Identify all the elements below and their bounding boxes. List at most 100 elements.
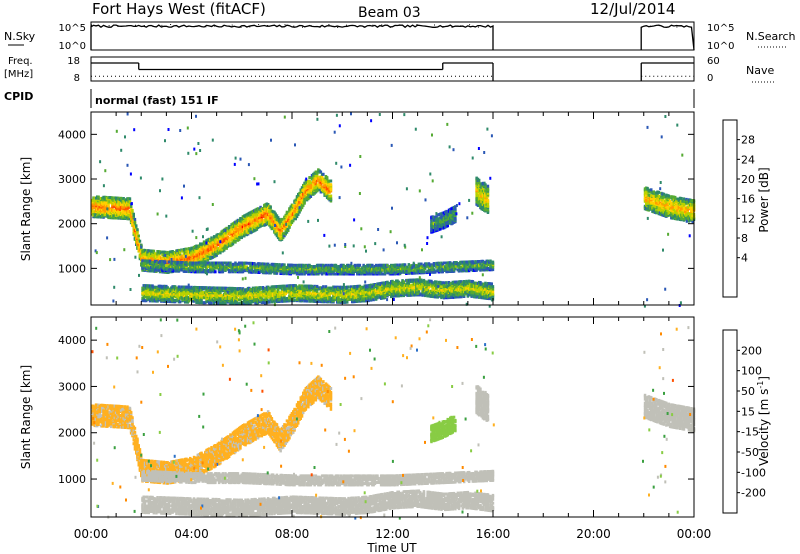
range-cell (265, 221, 269, 225)
range-cell (239, 265, 242, 269)
range-cell (363, 265, 367, 268)
nsearch-dot (337, 27, 339, 28)
range-cell (142, 256, 145, 260)
range-cell (383, 271, 387, 275)
range-cell (308, 179, 311, 183)
range-cell (486, 267, 490, 271)
range-cell (243, 234, 246, 238)
range-cell (133, 217, 137, 221)
range-cell (150, 296, 153, 300)
range-cell (227, 269, 231, 272)
range-cell (231, 286, 235, 290)
range-cell (265, 218, 269, 222)
range-cell (156, 261, 159, 265)
range-cell (332, 267, 335, 271)
range-cell (201, 257, 204, 261)
range-cell (259, 218, 262, 222)
range-cell (191, 294, 194, 298)
range-cell (294, 213, 297, 217)
range-cell (371, 272, 374, 276)
range-cell (216, 295, 220, 299)
range-cell (138, 248, 142, 252)
range-cell (167, 297, 171, 301)
nsearch-dot (363, 26, 365, 28)
range-cell (276, 264, 280, 268)
range-cell (147, 263, 150, 267)
range-cell (281, 224, 285, 228)
range-cell (222, 261, 226, 265)
range-cell (308, 176, 311, 180)
range-cell (288, 286, 291, 290)
range-cell (210, 293, 213, 297)
range-cell (151, 257, 154, 261)
range-cell (113, 196, 117, 200)
range-cell (281, 221, 285, 225)
range-cell (240, 236, 243, 240)
range-cell (310, 188, 314, 192)
range-cell (156, 255, 159, 258)
range-cell (243, 288, 246, 292)
range-cell (441, 267, 444, 271)
range-cell (241, 225, 245, 229)
range-cell (216, 261, 220, 265)
range-cell (211, 255, 215, 259)
range-cell (455, 264, 458, 268)
range-cell (185, 247, 188, 251)
range-cell (157, 268, 161, 272)
range-cell (469, 265, 472, 269)
nsearch-dot (346, 24, 347, 26)
range-cell (210, 255, 213, 259)
range-cell (283, 293, 286, 297)
range-cell (276, 285, 280, 288)
range-cell (199, 252, 202, 256)
range-cell (265, 297, 269, 300)
range-cell (142, 252, 145, 256)
range-cell (167, 268, 171, 271)
range-cell (322, 177, 325, 181)
range-cell (245, 261, 248, 265)
range-cell (128, 199, 132, 203)
range-cell (292, 215, 295, 219)
range-cell (263, 298, 266, 302)
range-cell (222, 265, 226, 269)
nsearch-dot (99, 26, 101, 28)
range-cell (148, 259, 152, 263)
range-cell (280, 217, 284, 221)
range-cell (199, 250, 202, 253)
range-cell (248, 216, 251, 220)
range-cell (177, 285, 181, 289)
range-cell (147, 288, 150, 292)
range-cell (234, 261, 237, 265)
range-cell (181, 296, 184, 300)
range-cell (256, 297, 260, 301)
freq-panel: Freq. [MHz] 18 8 60 0 Nave (4, 56, 774, 84)
range-cell (101, 200, 104, 204)
nsearch-dot (161, 24, 163, 26)
range-cell (248, 211, 251, 215)
range-cell (140, 257, 143, 261)
range-cell (222, 234, 226, 238)
range-cell (147, 265, 150, 269)
nsearch-dot (187, 25, 189, 27)
nsearch-dot (302, 26, 303, 28)
range-cell (104, 195, 108, 199)
range-cell (150, 262, 153, 266)
range-cell (219, 300, 222, 304)
range-cell (328, 197, 331, 201)
range-cell (236, 233, 240, 237)
range-cell (205, 254, 208, 258)
range-cell (288, 207, 291, 211)
range-cell (200, 298, 203, 302)
range-cell (162, 269, 166, 273)
range-cell (153, 285, 157, 289)
range-cell (302, 192, 305, 196)
range-cell (93, 206, 96, 210)
range-cell (241, 215, 245, 219)
range-cell (221, 261, 225, 265)
range-cell (403, 267, 407, 270)
range-cell (363, 268, 367, 272)
range-cell (299, 263, 302, 267)
range-cell (234, 287, 237, 290)
range-cell (127, 197, 130, 201)
range-cell (271, 262, 275, 266)
